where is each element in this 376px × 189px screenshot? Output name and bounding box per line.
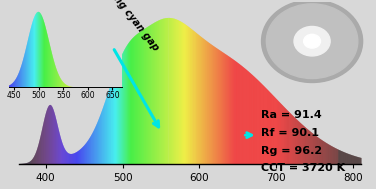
Circle shape	[294, 26, 330, 56]
Circle shape	[304, 34, 320, 48]
Text: Ra = 91.4: Ra = 91.4	[261, 110, 322, 120]
Text: CCT = 3720 K: CCT = 3720 K	[261, 163, 346, 174]
Circle shape	[262, 0, 362, 82]
Circle shape	[266, 4, 358, 79]
Text: Filling cyan gap: Filling cyan gap	[99, 0, 161, 53]
Text: Rf = 90.1: Rf = 90.1	[261, 128, 319, 138]
Text: Rg = 96.2: Rg = 96.2	[261, 146, 323, 156]
